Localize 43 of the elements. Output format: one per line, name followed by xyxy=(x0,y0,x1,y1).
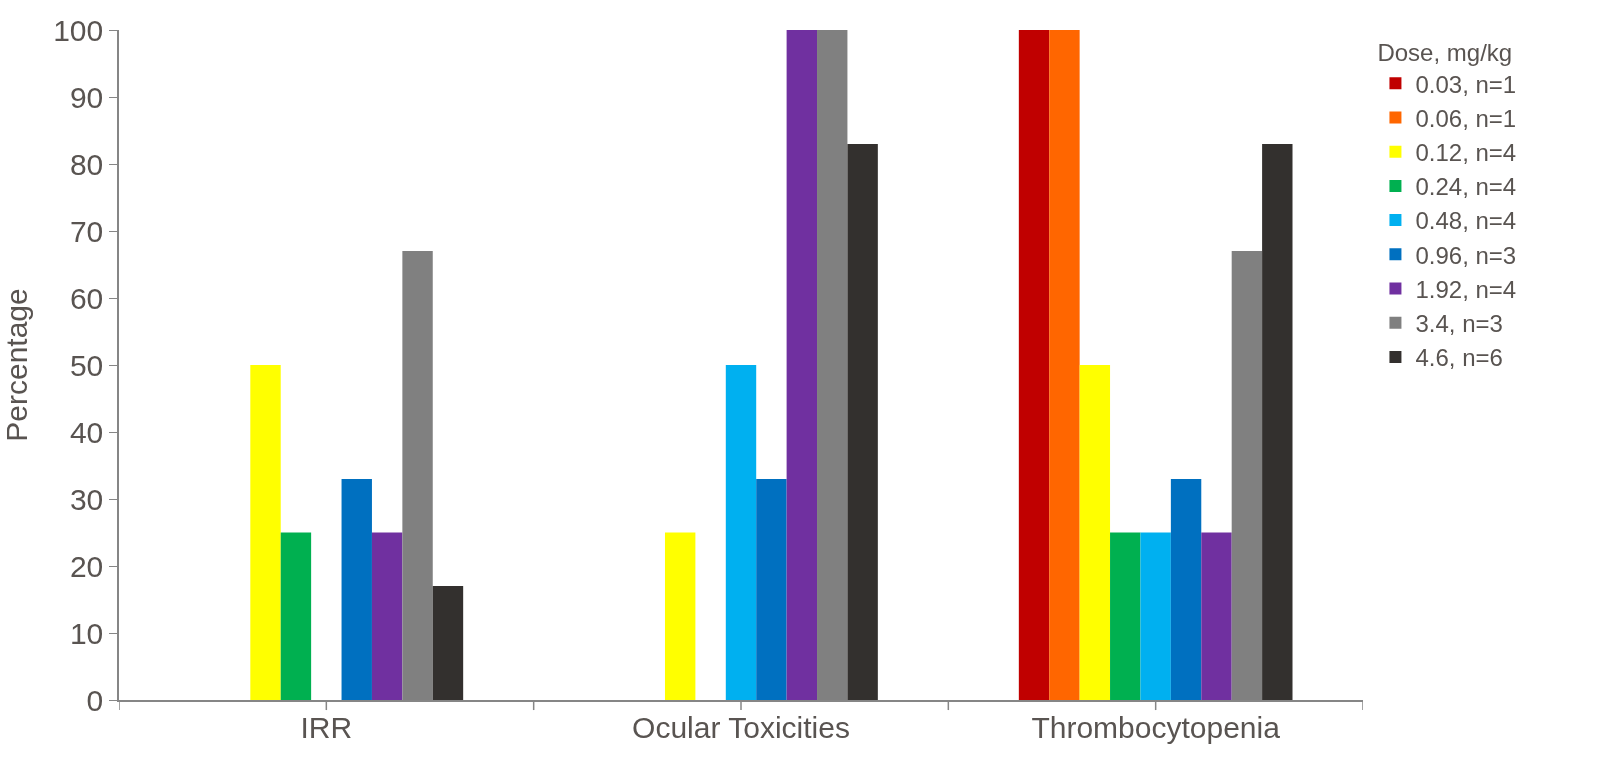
legend-title: Dose, mg/kg xyxy=(1377,39,1513,67)
bar xyxy=(1079,365,1111,700)
bar xyxy=(847,143,878,700)
y-tick-label: 0 xyxy=(86,683,104,717)
y-tick-label: 20 xyxy=(69,549,104,583)
bar xyxy=(1262,143,1293,700)
bar xyxy=(1049,30,1080,700)
legend-label: 0.48, n=4 xyxy=(1415,207,1517,235)
y-tick-label: 50 xyxy=(69,348,104,382)
bar xyxy=(664,532,696,700)
bar xyxy=(1201,532,1232,700)
y-tick-label: 40 xyxy=(69,415,104,449)
y-tick-label: 90 xyxy=(69,80,104,114)
bar xyxy=(280,532,312,700)
legend-label: 0.03, n=1 xyxy=(1415,70,1517,98)
bar xyxy=(1018,30,1050,700)
legend-label: 0.06, n=1 xyxy=(1415,104,1517,132)
legend-label: 0.24, n=4 xyxy=(1415,173,1517,201)
y-tick-label: 30 xyxy=(69,482,104,516)
x-tick-label: Thrombocytopenia xyxy=(1031,710,1281,744)
x-tick-label: Ocular Toxicities xyxy=(632,710,850,744)
y-tick-label: 70 xyxy=(69,214,104,248)
x-tick-label: IRR xyxy=(300,710,353,744)
legend-label: 0.96, n=3 xyxy=(1415,241,1517,269)
bar xyxy=(341,478,372,700)
bar xyxy=(1140,532,1171,700)
y-tick-label: 100 xyxy=(53,13,104,47)
y-axis-title: Percentage xyxy=(0,288,33,442)
legend-label: 3.4, n=3 xyxy=(1415,310,1503,338)
legend-label: 4.6, n=6 xyxy=(1415,344,1503,372)
bar xyxy=(786,30,818,700)
y-tick-label: 10 xyxy=(69,616,104,650)
bar xyxy=(1110,532,1141,700)
bar xyxy=(371,532,403,700)
y-tick-label: 80 xyxy=(69,147,104,181)
bar xyxy=(1170,478,1202,700)
y-tick-label: 60 xyxy=(69,281,104,315)
legend-label: 1.92, n=4 xyxy=(1415,275,1517,303)
bar xyxy=(250,365,281,700)
bar xyxy=(725,365,757,700)
bar xyxy=(432,586,464,700)
legend-label: 0.12, n=4 xyxy=(1415,139,1517,167)
bar xyxy=(756,478,787,700)
